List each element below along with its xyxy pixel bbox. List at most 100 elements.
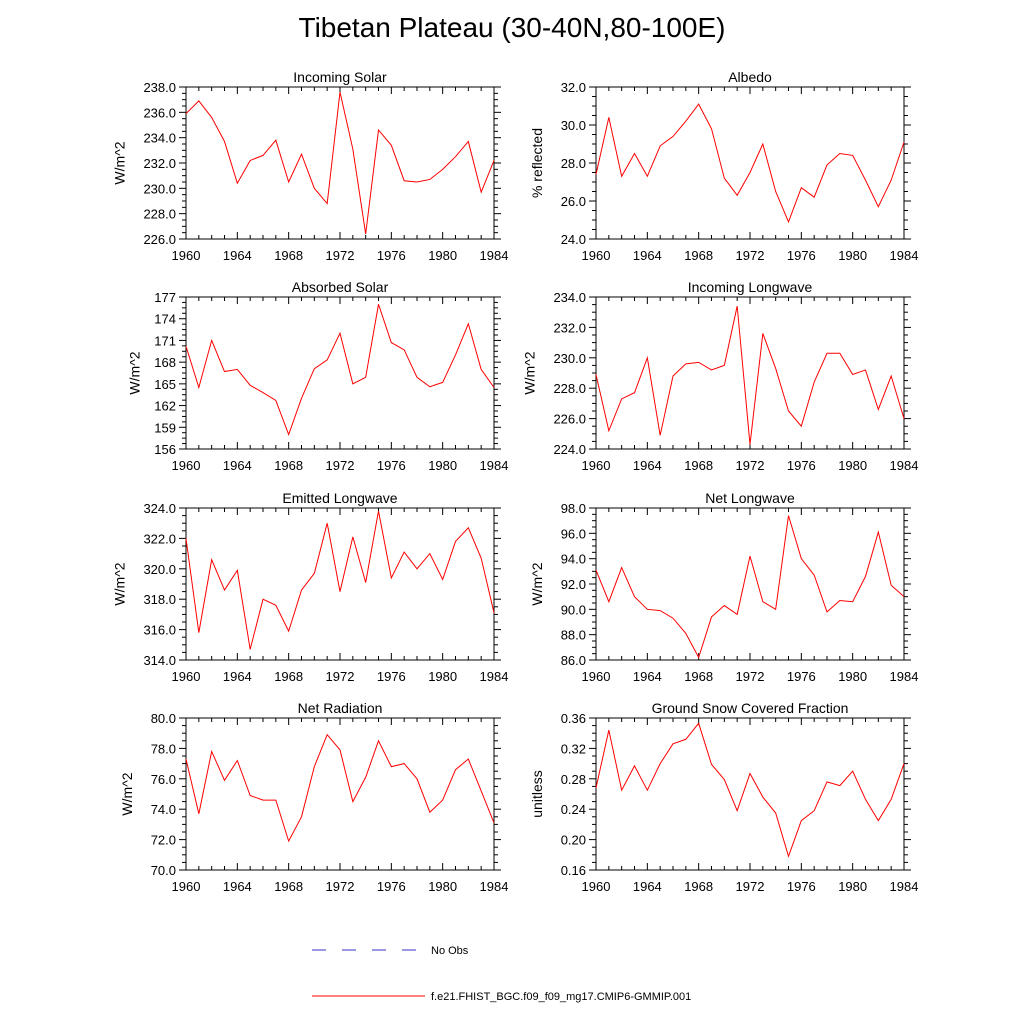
chart-panel-0: 1960 1964 1968 1972 1976 1980 1984 226.0 228.0 23… [112, 69, 509, 263]
x-tick-label: 1976 [377, 248, 406, 263]
figure-title: Tibetan Plateau (30-40N,80-100E) [298, 12, 726, 43]
chart-panel-1: 1960 1964 1968 1972 1976 1980 1984 24.0 26.0 28.0… [529, 69, 918, 263]
y-tick-label: 0.28 [561, 772, 586, 787]
y-tick-label: 226.0 [553, 412, 586, 427]
x-tick-label: 1960 [172, 669, 201, 684]
x-tick-label: 1976 [787, 879, 816, 894]
x-tick-label: 1984 [890, 879, 919, 894]
y-axis-label: W/m^2 [522, 351, 538, 394]
y-tick-label: 92.0 [561, 577, 586, 592]
y-tick-label: 228.0 [553, 381, 586, 396]
y-tick-label: 230.0 [143, 181, 176, 196]
legend: No Obs f.e21.FHIST_BGC.f09_f09_mg17.CMIP… [312, 945, 691, 1003]
x-tick-label: 1980 [428, 248, 457, 263]
y-tick-label: 78.0 [151, 741, 176, 756]
y-tick-label: 28.0 [561, 156, 586, 171]
series-line [595, 722, 905, 858]
y-tick-label: 90.0 [561, 602, 586, 617]
y-tick-label: 226.0 [143, 232, 176, 247]
plot-frame [185, 86, 495, 240]
x-tick-label: 1964 [223, 879, 252, 894]
panel-title: Emitted Longwave [282, 490, 397, 506]
x-tick-label: 1968 [274, 458, 303, 473]
y-tick-label: 98.0 [561, 501, 586, 516]
y-tick-label: 0.36 [561, 711, 586, 726]
x-tick-label: 1972 [736, 248, 765, 263]
x-tick-label: 1984 [480, 458, 509, 473]
y-tick-label: 171 [154, 333, 176, 348]
y-tick-label: 0.32 [561, 741, 586, 756]
y-tick-label: 232.0 [143, 156, 176, 171]
y-tick-label: 168 [154, 355, 176, 370]
y-tick-label: 228.0 [143, 207, 176, 222]
x-tick-label: 1968 [684, 669, 713, 684]
y-tick-label: 318.0 [143, 592, 176, 607]
x-tick-label: 1980 [838, 248, 867, 263]
x-tick-label: 1976 [377, 669, 406, 684]
y-tick-label: 80.0 [151, 711, 176, 726]
y-tick-label: 230.0 [553, 351, 586, 366]
y-tick-label: 234.0 [553, 290, 586, 305]
x-tick-label: 1972 [326, 879, 355, 894]
x-tick-label: 1968 [274, 879, 303, 894]
y-axis-label: W/m^2 [112, 562, 128, 605]
y-tick-label: 86.0 [561, 653, 586, 668]
y-tick-label: 0.16 [561, 863, 586, 878]
y-tick-label: 224.0 [553, 442, 586, 457]
y-tick-label: 0.24 [561, 802, 586, 817]
x-tick-label: 1964 [223, 248, 252, 263]
y-tick-label: 162 [154, 399, 176, 414]
y-tick-label: 74.0 [151, 802, 176, 817]
x-tick-label: 1968 [274, 248, 303, 263]
y-tick-label: 30.0 [561, 118, 586, 133]
plot-frame [185, 296, 495, 450]
x-tick-label: 1968 [684, 879, 713, 894]
x-tick-label: 1964 [223, 669, 252, 684]
legend-model-label: f.e21.FHIST_BGC.f09_f09_mg17.CMIP6-GMMIP… [431, 991, 691, 1003]
y-axis-label: W/m^2 [112, 141, 128, 184]
x-tick-label: 1964 [633, 248, 662, 263]
y-tick-label: 94.0 [561, 552, 586, 567]
x-tick-label: 1960 [582, 248, 611, 263]
y-tick-label: 238.0 [143, 80, 176, 95]
y-tick-label: 0.20 [561, 833, 586, 848]
y-tick-label: 70.0 [151, 863, 176, 878]
x-tick-label: 1980 [428, 879, 457, 894]
plot-frame [595, 717, 905, 871]
chart-panel-3: 1960 1964 1968 1972 1976 1980 1984 224.0 226.0 22… [522, 279, 919, 473]
y-axis-label: W/m^2 [119, 772, 135, 815]
plot-frame [595, 507, 905, 661]
y-tick-label: 26.0 [561, 194, 586, 209]
x-tick-label: 1980 [428, 458, 457, 473]
chart-panel-6: 1960 1964 1968 1972 1976 1980 1984 70.0 72.0 74.0… [119, 700, 508, 894]
x-tick-label: 1976 [377, 879, 406, 894]
x-tick-label: 1984 [890, 458, 919, 473]
y-tick-label: 322.0 [143, 531, 176, 546]
panel-title: Net Longwave [705, 490, 795, 506]
y-axis-label: unitless [529, 770, 545, 817]
y-tick-label: 32.0 [561, 80, 586, 95]
x-tick-label: 1976 [787, 458, 816, 473]
y-axis-label: W/m^2 [127, 351, 143, 394]
y-axis-label: W/m^2 [529, 562, 545, 605]
x-tick-label: 1960 [582, 458, 611, 473]
x-tick-label: 1984 [480, 879, 509, 894]
x-tick-label: 1976 [787, 669, 816, 684]
x-tick-label: 1976 [787, 248, 816, 263]
panel-title: Ground Snow Covered Fraction [652, 700, 849, 716]
x-tick-label: 1968 [684, 458, 713, 473]
x-tick-label: 1984 [480, 669, 509, 684]
y-tick-label: 314.0 [143, 653, 176, 668]
series-line [595, 515, 905, 659]
chart-panel-7: 1960 1964 1968 1972 1976 1980 1984 0.16 0.20 0.24… [529, 700, 918, 894]
x-tick-label: 1960 [582, 879, 611, 894]
x-tick-label: 1972 [326, 669, 355, 684]
y-tick-label: 165 [154, 377, 176, 392]
x-tick-label: 1972 [326, 248, 355, 263]
y-tick-label: 316.0 [143, 623, 176, 638]
x-tick-label: 1972 [736, 458, 765, 473]
x-tick-label: 1984 [890, 248, 919, 263]
y-tick-label: 177 [154, 290, 176, 305]
x-tick-label: 1964 [223, 458, 252, 473]
